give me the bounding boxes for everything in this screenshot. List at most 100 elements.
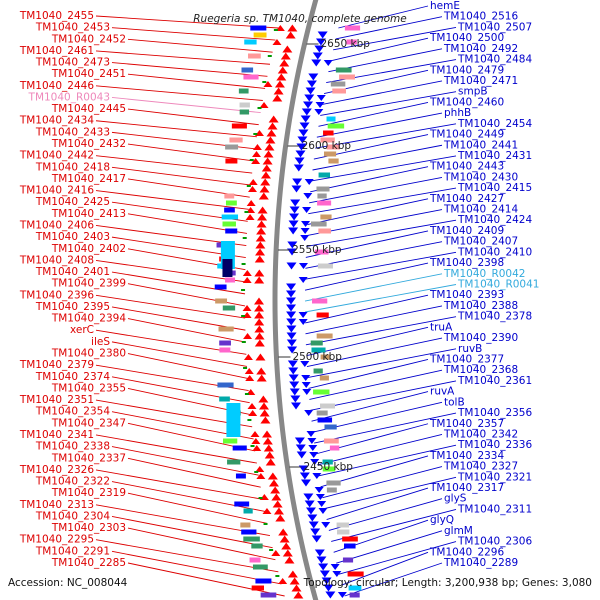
gene-label[interactable]: TM1040_2492 (443, 43, 518, 55)
gene-label[interactable]: TM1040_2338 (35, 441, 110, 453)
gene-label[interactable]: TM1040_2516 (443, 11, 518, 23)
gene-label[interactable]: TM1040_2289 (443, 557, 518, 569)
gene-label[interactable]: xerC (70, 324, 94, 336)
gene-label[interactable]: TM1040_2378 (457, 311, 532, 323)
gene-label[interactable]: TM1040_2388 (443, 300, 518, 312)
gene-label[interactable]: TM1040_2414 (443, 204, 518, 216)
gene-label[interactable]: TM1040_2380 (51, 348, 126, 360)
gene-label[interactable]: TM1040_2500 (429, 32, 504, 44)
gene-label[interactable]: TM1040_2326 (19, 464, 94, 476)
gene-label[interactable]: phhB (444, 107, 471, 119)
gene-label[interactable]: TM1040_2471 (443, 75, 518, 87)
gene-label[interactable]: TM1040_2357 (429, 418, 504, 430)
gene-label[interactable]: TM1040_R0042 (443, 268, 525, 280)
gene-label[interactable]: TM1040_2410 (457, 246, 532, 258)
gene-label[interactable]: TM1040_2424 (457, 214, 532, 226)
gene-label[interactable]: TM1040_2347 (51, 417, 126, 429)
gene-label[interactable]: TM1040_2473 (35, 57, 110, 69)
gene-label[interactable]: TM1040_2390 (443, 332, 518, 344)
gene-label[interactable]: TM1040_2322 (35, 476, 110, 488)
gene-label[interactable]: TM1040_2455 (19, 10, 94, 22)
gene-label[interactable]: TM1040_2295 (19, 534, 94, 546)
gene-label[interactable]: TM1040_2452 (51, 33, 126, 45)
gene-label[interactable]: TM1040_2377 (429, 353, 504, 365)
gene-label[interactable]: TM1040_2484 (457, 54, 532, 66)
gene-label[interactable]: TM1040_2303 (51, 522, 126, 534)
gene-label[interactable]: TM1040_2431 (457, 150, 532, 162)
gene-label[interactable]: ruvB (458, 343, 482, 355)
gene-label[interactable]: TM1040_2291 (35, 545, 110, 557)
gene-label[interactable]: TM1040_2432 (51, 138, 126, 150)
gene-label[interactable]: TM1040_2460 (429, 96, 504, 108)
gene-label[interactable]: TM1040_2416 (19, 185, 94, 197)
gene-label[interactable]: TM1040_2334 (429, 450, 504, 462)
gene-label[interactable]: TM1040_2430 (443, 171, 518, 183)
gene-label[interactable]: TM1040_2317 (429, 482, 504, 494)
gene-label[interactable]: TM1040_2427 (429, 193, 504, 205)
gene-label[interactable]: tolB (444, 396, 465, 408)
gene-label[interactable]: ileS (91, 336, 110, 348)
gene-label[interactable]: TM1040_2356 (457, 407, 532, 419)
gene-label[interactable]: TM1040_2355 (51, 382, 126, 394)
gene-label[interactable]: TM1040_2374 (35, 371, 110, 383)
gene-label[interactable]: TM1040_2399 (51, 278, 126, 290)
gene-label[interactable]: TM1040_2418 (35, 161, 110, 173)
gene-label[interactable]: TM1040_2409 (429, 225, 504, 237)
gene-label[interactable]: TM1040_2319 (51, 487, 126, 499)
gene-label[interactable]: TM1040_2446 (19, 80, 94, 92)
gene-label[interactable]: TM1040_2393 (429, 289, 504, 301)
gene-label[interactable]: TM1040_2351 (19, 394, 94, 406)
gene-label[interactable]: TM1040_2425 (35, 196, 110, 208)
gene-label[interactable]: TM1040_2443 (429, 161, 504, 173)
gene-label[interactable]: hemE (430, 0, 460, 12)
gene-label[interactable]: glyQ (430, 514, 454, 526)
gene-label[interactable]: TM1040_2379 (19, 359, 94, 371)
gene-label[interactable]: glmM (444, 525, 473, 537)
gene-label[interactable]: TM1040_2406 (19, 219, 94, 231)
gene-label[interactable]: TM1040_2313 (19, 499, 94, 511)
gene-label[interactable]: TM1040_R0041 (457, 279, 539, 291)
gene-label[interactable]: TM1040_2413 (51, 208, 126, 220)
gene-label[interactable]: TM1040_2434 (19, 115, 94, 127)
gene-label[interactable]: TM1040_2361 (457, 375, 532, 387)
gene-label[interactable]: TM1040_2398 (429, 257, 504, 269)
gene-label[interactable]: TM1040_2341 (19, 429, 94, 441)
gene-label[interactable]: TM1040_2306 (457, 536, 532, 548)
gene-label[interactable]: TM1040_2321 (457, 471, 532, 483)
gene-label[interactable]: TM1040_2461 (19, 45, 94, 57)
gene-label[interactable]: TM1040_2451 (51, 68, 126, 80)
gene-label[interactable]: TM1040_2449 (429, 129, 504, 141)
gene-label[interactable]: TM1040_2442 (19, 150, 94, 162)
gene-label[interactable]: TM1040_2304 (35, 510, 110, 522)
gene-label[interactable]: TM1040_2396 (19, 289, 94, 301)
gene-label[interactable]: TM1040_2311 (457, 503, 532, 515)
gene-label[interactable]: TM1040_2507 (457, 21, 532, 33)
gene-label[interactable]: TM1040_2415 (457, 182, 532, 194)
gene-label[interactable]: TM1040_2401 (35, 266, 110, 278)
gene-label[interactable]: TM1040_2368 (443, 364, 518, 376)
gene-label[interactable]: TM1040_2336 (457, 439, 532, 451)
gene-label[interactable]: TM1040_2354 (35, 406, 110, 418)
gene-label[interactable]: TM1040_2337 (51, 452, 126, 464)
gene-label[interactable]: TM1040_2285 (51, 557, 126, 569)
gene-label[interactable]: TM1040_2453 (35, 22, 110, 34)
gene-label[interactable]: TM1040_2417 (51, 173, 126, 185)
gene-label[interactable]: TM1040_2403 (35, 231, 110, 243)
gene-label[interactable]: TM1040_2408 (19, 254, 94, 266)
gene-label[interactable]: smpB (458, 86, 488, 98)
gene-label[interactable]: glyS (444, 493, 467, 505)
gene-label[interactable]: TM1040_R0043 (28, 91, 110, 103)
gene-label[interactable]: TM1040_2441 (443, 139, 518, 151)
gene-label[interactable]: TM1040_2327 (443, 461, 518, 473)
gene-label[interactable]: TM1040_2342 (443, 428, 518, 440)
gene-label[interactable]: TM1040_2395 (35, 301, 110, 313)
gene-label[interactable]: TM1040_2479 (429, 64, 504, 76)
gene-label[interactable]: TM1040_2296 (429, 546, 504, 558)
gene-label[interactable]: TM1040_2394 (51, 313, 126, 325)
gene-label[interactable]: TM1040_2402 (51, 243, 126, 255)
gene-label[interactable]: truA (430, 321, 453, 333)
gene-label[interactable]: TM1040_2407 (443, 236, 518, 248)
gene-label[interactable]: TM1040_2454 (457, 118, 532, 130)
gene-label[interactable]: TM1040_2433 (35, 126, 110, 138)
gene-label[interactable]: ruvA (430, 386, 455, 398)
